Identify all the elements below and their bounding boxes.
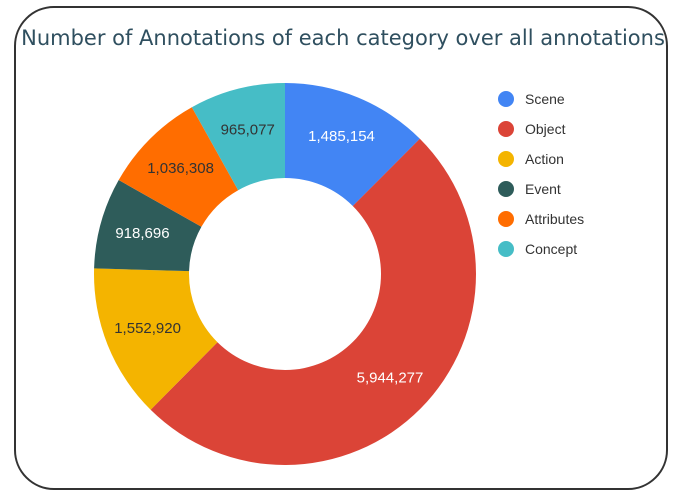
value-label-event: 918,696 [115, 225, 169, 242]
legend-label: Concept [525, 241, 578, 257]
legend-item-action[interactable]: Action [498, 144, 584, 174]
slice-event[interactable] [94, 180, 202, 272]
legend-swatch [498, 151, 514, 167]
chart-title: Number of Annotations of each category o… [21, 26, 665, 50]
legend-label: Action [525, 151, 564, 167]
slice-scene[interactable] [285, 83, 420, 207]
value-label-object: 5,944,277 [357, 369, 424, 386]
value-label-attributes: 1,036,308 [147, 160, 214, 177]
value-label-scene: 1,485,154 [308, 128, 375, 145]
donut-slices [94, 83, 476, 465]
legend-swatch [498, 121, 514, 137]
slice-object[interactable] [150, 138, 476, 465]
value-label-concept: 965,077 [221, 122, 275, 139]
slice-attributes[interactable] [118, 107, 239, 227]
legend-label: Attributes [525, 211, 585, 227]
legend-item-concept[interactable]: Concept [498, 234, 584, 264]
value-label-action: 1,552,920 [114, 320, 181, 337]
chart-legend: Scene Object Action Event Attributes Concept [498, 84, 584, 264]
slice-concept[interactable] [191, 83, 285, 191]
legend-swatch [498, 181, 514, 197]
donut-value-labels: 1,485,154 5,944,277 1,552,920 918,696 1,036,… [114, 122, 423, 387]
slice-action[interactable] [94, 268, 218, 410]
legend-item-scene[interactable]: Scene [498, 84, 584, 114]
legend-swatch [498, 91, 514, 107]
legend-swatch [498, 241, 514, 257]
legend-item-attributes[interactable]: Attributes [498, 204, 584, 234]
legend-item-object[interactable]: Object [498, 114, 584, 144]
legend-label: Object [525, 121, 566, 137]
legend-item-event[interactable]: Event [498, 174, 584, 204]
legend-label: Scene [525, 91, 565, 107]
legend-swatch [498, 211, 514, 227]
legend-label: Event [525, 181, 561, 197]
